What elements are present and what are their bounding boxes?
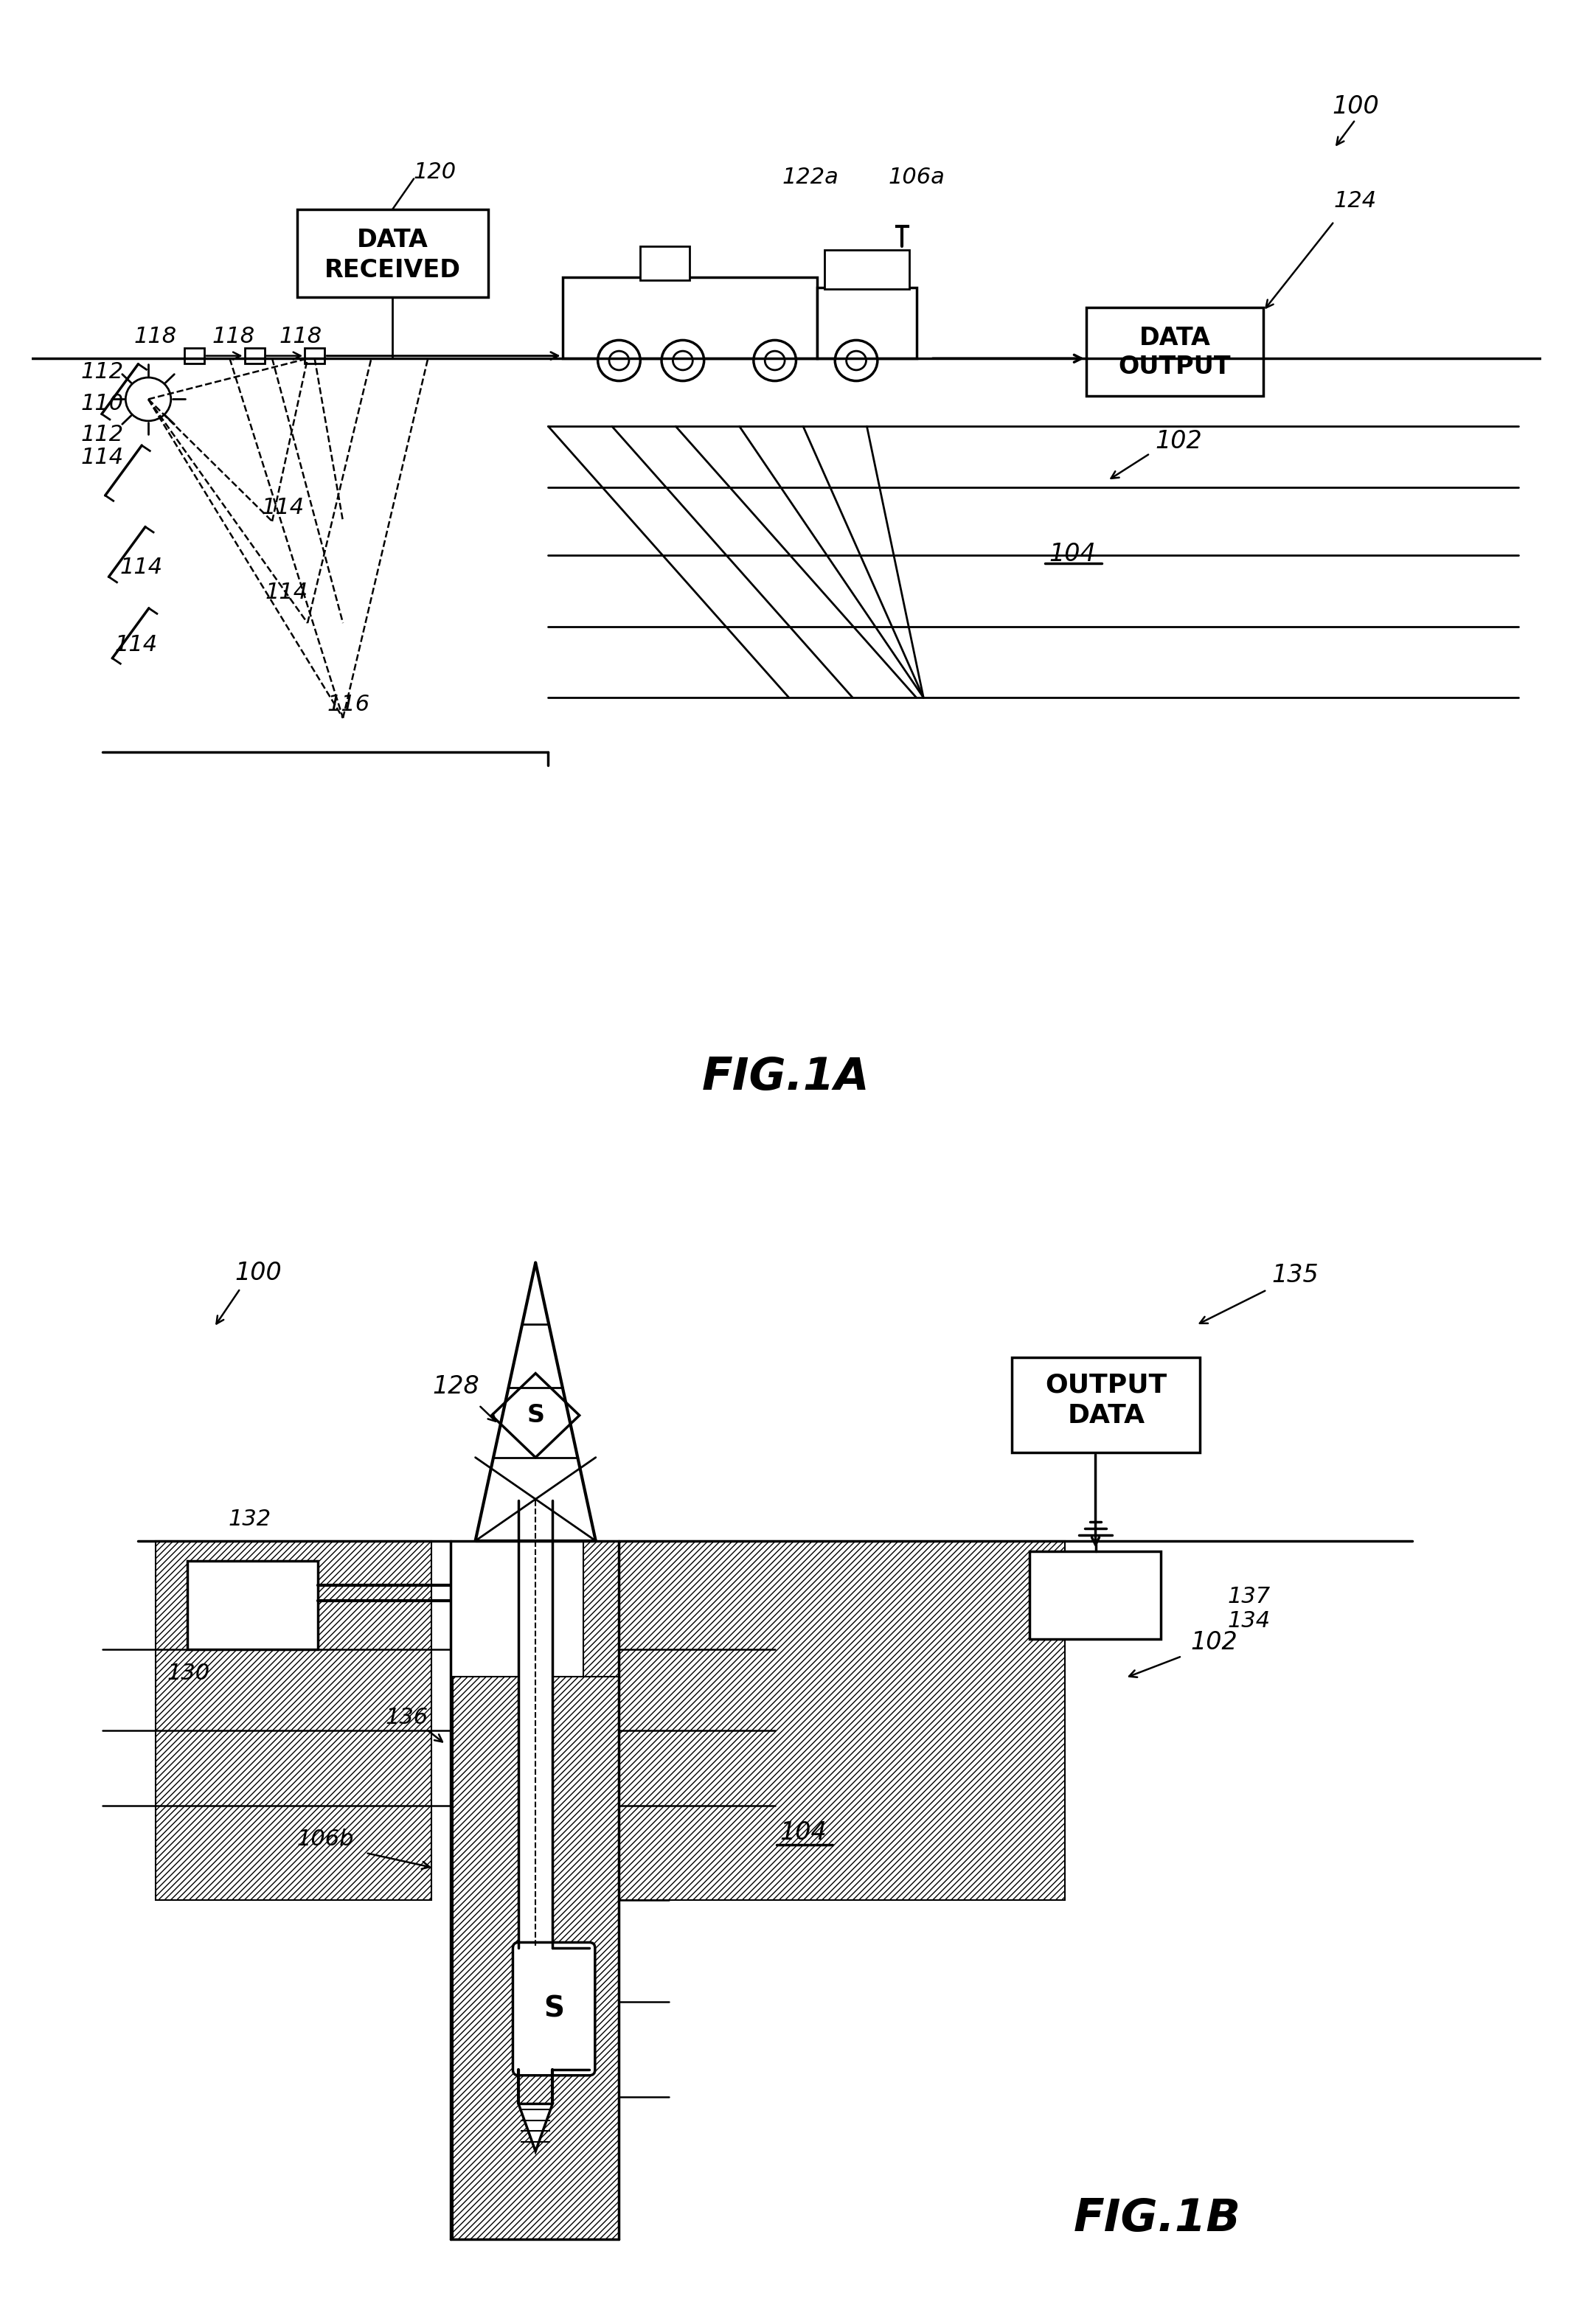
Text: 137: 137 bbox=[1227, 1585, 1271, 1608]
Text: FIG.1B: FIG.1B bbox=[1073, 2199, 1241, 2240]
Text: 114: 114 bbox=[80, 446, 124, 467]
Text: 104: 104 bbox=[1049, 541, 1096, 567]
Text: DATA: DATA bbox=[357, 228, 428, 251]
Text: 104: 104 bbox=[780, 1820, 827, 1845]
Bar bbox=[824, 251, 909, 288]
Bar bbox=[818, 288, 917, 358]
Text: S: S bbox=[544, 1994, 565, 2022]
Circle shape bbox=[764, 351, 785, 370]
Bar bbox=[156, 1541, 431, 1901]
Text: 122a: 122a bbox=[782, 167, 838, 188]
Text: DATA: DATA bbox=[1068, 1404, 1145, 1427]
Circle shape bbox=[609, 351, 629, 370]
Text: OUTPUT: OUTPUT bbox=[1118, 356, 1232, 379]
Text: S: S bbox=[527, 1404, 544, 1427]
Text: 100: 100 bbox=[1332, 93, 1380, 119]
Text: 130: 130 bbox=[167, 1662, 211, 1685]
Polygon shape bbox=[492, 1373, 579, 1457]
Text: 106b: 106b bbox=[297, 1829, 354, 1850]
Text: 118: 118 bbox=[134, 325, 176, 349]
Bar bbox=[584, 1541, 1065, 1901]
Text: 100: 100 bbox=[234, 1260, 282, 1285]
Text: 114: 114 bbox=[261, 497, 304, 518]
Text: 120: 120 bbox=[414, 160, 456, 184]
Text: 118: 118 bbox=[212, 325, 255, 349]
Bar bbox=[453, 1676, 620, 2240]
Text: 102: 102 bbox=[1191, 1631, 1238, 1655]
Bar bbox=[187, 1562, 318, 1650]
Text: FIG.1A: FIG.1A bbox=[702, 1055, 870, 1099]
Bar bbox=[1011, 1357, 1200, 1452]
Bar bbox=[184, 349, 204, 363]
Text: 132: 132 bbox=[228, 1508, 271, 1529]
Circle shape bbox=[846, 351, 867, 370]
Text: 128: 128 bbox=[433, 1373, 480, 1399]
Text: DATA: DATA bbox=[1139, 325, 1211, 351]
Text: 136: 136 bbox=[385, 1706, 428, 1729]
Text: 112: 112 bbox=[80, 363, 124, 383]
Bar bbox=[297, 209, 488, 297]
Bar bbox=[1087, 307, 1263, 395]
Text: 114: 114 bbox=[120, 558, 162, 579]
Bar bbox=[640, 246, 691, 281]
Bar bbox=[244, 349, 264, 363]
FancyBboxPatch shape bbox=[513, 1943, 595, 2075]
Circle shape bbox=[835, 339, 878, 381]
Circle shape bbox=[753, 339, 796, 381]
Bar bbox=[1030, 1550, 1161, 1638]
Bar bbox=[519, 1501, 552, 1948]
Circle shape bbox=[126, 376, 171, 421]
Bar bbox=[563, 277, 818, 358]
Text: 112: 112 bbox=[80, 423, 124, 446]
Text: 118: 118 bbox=[278, 325, 322, 349]
Circle shape bbox=[673, 351, 692, 370]
Text: OUTPUT: OUTPUT bbox=[1044, 1371, 1167, 1397]
Text: 116: 116 bbox=[327, 695, 370, 716]
Polygon shape bbox=[519, 2103, 552, 2152]
Text: 114: 114 bbox=[264, 581, 308, 604]
Circle shape bbox=[598, 339, 640, 381]
Text: 134: 134 bbox=[1227, 1611, 1271, 1631]
Text: 110: 110 bbox=[80, 393, 124, 414]
Text: 102: 102 bbox=[1155, 430, 1202, 453]
Text: RECEIVED: RECEIVED bbox=[324, 258, 461, 284]
Circle shape bbox=[662, 339, 705, 381]
Text: 106a: 106a bbox=[889, 167, 945, 188]
Text: 135: 135 bbox=[1271, 1262, 1318, 1287]
Bar bbox=[305, 349, 324, 363]
Text: 124: 124 bbox=[1334, 191, 1376, 211]
Text: 114: 114 bbox=[115, 634, 157, 655]
